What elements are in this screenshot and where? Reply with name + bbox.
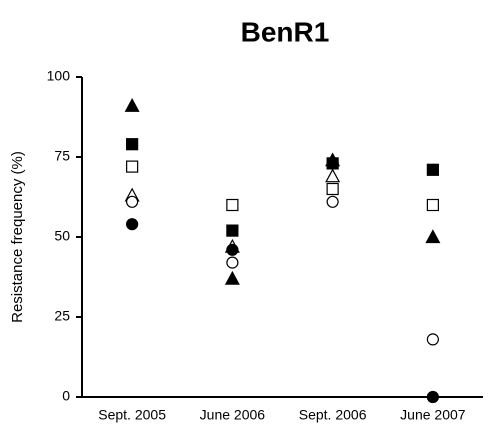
point bbox=[426, 163, 439, 176]
x-tick-label: Sept. 2006 bbox=[299, 407, 367, 423]
point bbox=[326, 195, 339, 208]
x-tick-label: June 2006 bbox=[200, 407, 266, 423]
point bbox=[226, 198, 239, 212]
point bbox=[126, 195, 139, 208]
point bbox=[326, 157, 339, 170]
y-axis-label: Resistance frequency (%) bbox=[9, 151, 26, 323]
point bbox=[126, 218, 139, 231]
point bbox=[326, 182, 339, 196]
point bbox=[126, 160, 139, 173]
point bbox=[425, 229, 441, 244]
point bbox=[325, 168, 341, 183]
chart-title: BenR1 bbox=[241, 16, 330, 47]
x-tick-label: June 2007 bbox=[400, 407, 466, 423]
point bbox=[226, 256, 239, 269]
y-tick-label: 0 bbox=[62, 388, 70, 404]
point bbox=[426, 390, 439, 404]
point bbox=[426, 198, 439, 212]
y-tick-label: 25 bbox=[54, 308, 70, 324]
point bbox=[126, 138, 139, 151]
point bbox=[226, 243, 239, 256]
x-tick-label: Sept. 2005 bbox=[98, 407, 166, 423]
y-tick-label: 100 bbox=[47, 68, 71, 84]
y-tick-label: 50 bbox=[54, 228, 70, 244]
point bbox=[426, 333, 439, 346]
point bbox=[224, 270, 240, 285]
y-tick-label: 75 bbox=[54, 148, 70, 164]
point bbox=[226, 224, 239, 237]
point bbox=[124, 98, 140, 112]
